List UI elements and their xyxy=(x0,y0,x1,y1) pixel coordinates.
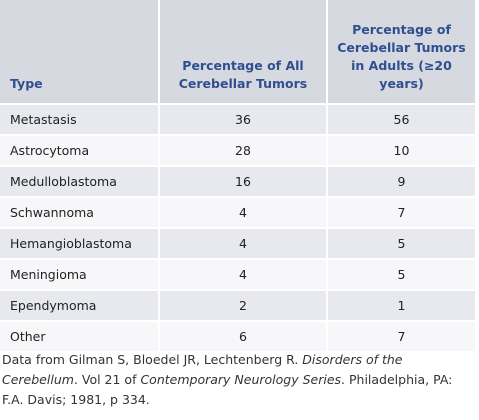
percent-cell: 5 xyxy=(326,227,475,259)
percent-cell: 5 xyxy=(326,258,475,290)
table-row: Metastasis 36 56 xyxy=(0,103,475,135)
type-cell: Schwannoma xyxy=(0,196,159,228)
data-table: Type Percentage of All Cerebellar Tumors… xyxy=(0,0,475,351)
type-cell: Medulloblastoma xyxy=(0,165,159,197)
header-cell: Type xyxy=(0,0,159,104)
table-row: Astrocytoma 28 10 xyxy=(0,134,475,166)
note-text: . Vol 21 of xyxy=(73,372,141,387)
percent-cell: 10 xyxy=(326,134,475,166)
type-cell: Metastasis xyxy=(0,103,159,135)
table-row: Ependymoma 2 1 xyxy=(0,289,475,321)
note-text: Data from Gilman S, Bloedel JR, Lechtenb… xyxy=(2,352,303,367)
percent-cell: 1 xyxy=(326,289,475,321)
percent-cell: 7 xyxy=(326,320,475,351)
percent-cell: 2 xyxy=(158,289,327,321)
percent-cell: 28 xyxy=(158,134,327,166)
source-note: Data from Gilman S, Bloedel JR, Lechtenb… xyxy=(2,350,474,410)
table-body: Metastasis 36 56 Astrocytoma 28 10 Medulloblas… xyxy=(0,103,475,351)
type-cell: Ependymoma xyxy=(0,289,159,321)
table-row: Other 6 7 xyxy=(0,320,475,351)
header-cell: Percentage of Cerebellar Tumors in Adult… xyxy=(326,0,475,104)
table-row: Hemangioblastoma 4 5 xyxy=(0,227,475,259)
header-cell: Percentage of All Cerebellar Tumors xyxy=(158,0,327,104)
table-row: Medulloblastoma 16 9 xyxy=(0,165,475,197)
note-italic: Disorders of the Cerebellum xyxy=(2,352,403,387)
note-italic: Contemporary Neurology Series xyxy=(140,372,342,387)
percent-cell: 6 xyxy=(158,320,327,351)
type-cell: Other xyxy=(0,320,159,351)
percent-cell: 9 xyxy=(326,165,475,197)
percent-cell: 4 xyxy=(158,258,327,290)
note-text: . Philadelphia, PA: F.A. Davis; 1981, p … xyxy=(2,372,453,407)
percent-cell: 56 xyxy=(326,103,475,135)
header-row: Type Percentage of All Cerebellar Tumors… xyxy=(0,0,475,104)
type-cell: Hemangioblastoma xyxy=(0,227,159,259)
percent-cell: 4 xyxy=(158,196,327,228)
percent-cell: 7 xyxy=(326,196,475,228)
percent-cell: 16 xyxy=(158,165,327,197)
type-cell: Astrocytoma xyxy=(0,134,159,166)
table-row: Meningioma 4 5 xyxy=(0,258,475,290)
percent-cell: 36 xyxy=(158,103,327,135)
type-cell: Meningioma xyxy=(0,258,159,290)
table-row: Schwannoma 4 7 xyxy=(0,196,475,228)
percent-cell: 4 xyxy=(158,227,327,259)
